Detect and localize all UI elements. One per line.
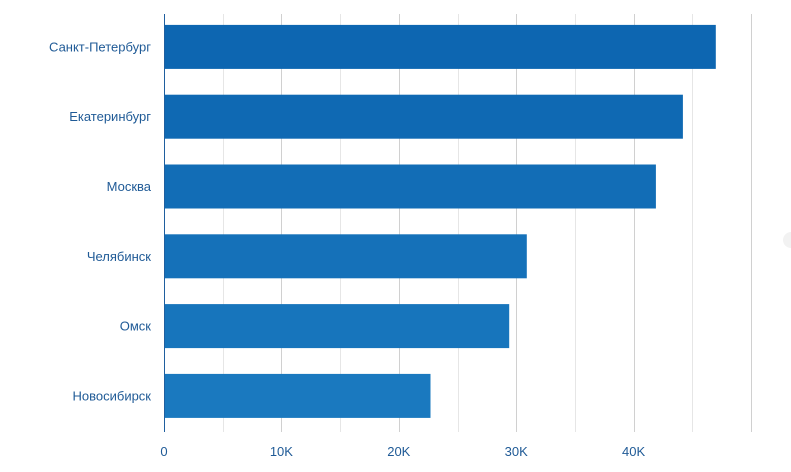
bar[interactable] [165, 164, 656, 209]
bar[interactable] [165, 304, 510, 349]
edge-decoration [783, 232, 791, 248]
bar[interactable] [165, 94, 683, 139]
category-label: Новосибирск [73, 388, 152, 403]
x-tick-label: 30K [505, 444, 528, 459]
bar[interactable] [165, 24, 716, 69]
category-label: Челябинск [87, 249, 151, 264]
bar[interactable] [165, 234, 527, 279]
category-label: Москва [107, 179, 152, 194]
grid-lines [223, 14, 752, 432]
bar[interactable] [165, 373, 431, 418]
x-tick-labels: 0 10K 20K 30K 40K [160, 444, 645, 459]
x-tick-label: 20K [387, 444, 410, 459]
category-label: Екатеринбург [69, 109, 151, 124]
x-tick-label: 10K [270, 444, 293, 459]
category-labels: Санкт-Петербург Екатеринбург Москва Челябин… [49, 39, 152, 403]
category-label: Омск [120, 319, 152, 334]
x-tick-label: 40K [622, 444, 645, 459]
category-label: Санкт-Петербург [49, 39, 151, 54]
x-tick-label: 0 [160, 444, 167, 459]
bars [165, 24, 716, 418]
